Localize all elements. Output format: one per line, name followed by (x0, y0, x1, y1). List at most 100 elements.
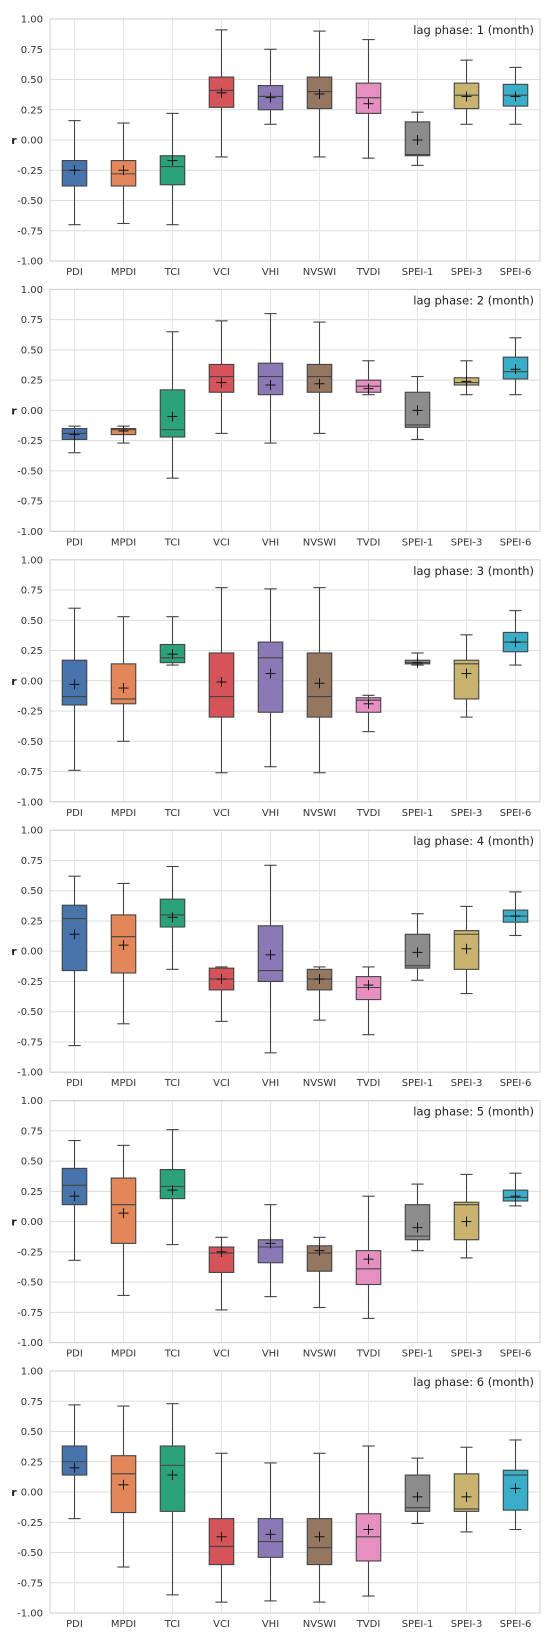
x-tick-label: SPEI-1 (402, 1078, 434, 1089)
x-tick-label: TCI (164, 1349, 180, 1360)
y-tick-label: 0.75 (21, 586, 43, 597)
box-tci (159, 1403, 186, 1596)
plot-frame (49, 1100, 541, 1344)
box-vhi (257, 313, 284, 444)
box-spei-1 (404, 375, 431, 440)
x-tick-label: VCI (213, 537, 230, 548)
box-mpdi (110, 1144, 137, 1296)
y-tick-label: 0.75 (21, 315, 43, 326)
x-tick-label: VCI (213, 1349, 230, 1360)
box-pdi (61, 607, 88, 771)
x-tick-label: SPEI-6 (500, 1619, 532, 1630)
y-tick-label: 0.25 (21, 916, 43, 927)
x-tick-label: MPDI (111, 267, 136, 278)
y-tick-label: -0.75 (17, 497, 43, 508)
x-tick-label: VHI (262, 267, 279, 278)
y-tick-label: 0.25 (21, 646, 43, 657)
box-spei-6 (502, 1172, 529, 1207)
y-tick-label: 0.75 (21, 856, 43, 867)
y-tick-label: -0.25 (17, 1518, 43, 1529)
box-spei-6 (502, 891, 529, 937)
y-axis-label: r (11, 1486, 17, 1499)
y-tick-label: 0.25 (21, 376, 43, 387)
y-tick-label: 0.75 (21, 1397, 43, 1408)
y-tick-label: -0.25 (17, 977, 43, 988)
box-nvswi (306, 321, 333, 434)
x-tick-label: MPDI (111, 1619, 136, 1630)
y-tick-label: 0.50 (21, 75, 43, 86)
box-spei-6 (502, 66, 529, 125)
box-spei-3 (453, 634, 480, 718)
x-tick-label: VCI (213, 267, 230, 278)
plot-frame (49, 829, 541, 1073)
y-tick-label: -1.00 (17, 257, 43, 268)
box-tvdi (355, 1195, 382, 1319)
y-tick-label: 1.00 (21, 1096, 43, 1107)
y-tick-label: 1.00 (21, 1367, 43, 1378)
box-vci (208, 587, 235, 774)
y-tick-label: -0.75 (17, 1037, 43, 1048)
box-tvdi (355, 966, 382, 1036)
box-nvswi (306, 1236, 333, 1309)
y-tick-label: 1.00 (21, 826, 43, 837)
x-tick-label: MPDI (111, 1078, 136, 1089)
iqr-box (404, 1474, 431, 1512)
x-tick-label: VHI (262, 1349, 279, 1360)
x-tick-label: SPEI-3 (451, 1619, 483, 1630)
box-spei-3 (453, 1173, 480, 1259)
box-mpdi (110, 122, 137, 225)
x-tick-label: MPDI (111, 1349, 136, 1360)
plot-frame (49, 18, 541, 262)
y-tick-label: -0.50 (17, 1007, 43, 1018)
y-tick-label: -1.00 (17, 797, 43, 808)
x-tick-label: SPEI-6 (500, 808, 532, 819)
iqr-box (306, 1245, 333, 1272)
box-spei-1 (404, 1457, 431, 1525)
y-tick-label: 0.50 (21, 616, 43, 627)
y-tick-label: -0.25 (17, 166, 43, 177)
y-tick-label: 0.25 (21, 105, 43, 116)
x-tick-label: PDI (66, 1078, 83, 1089)
x-tick-label: NVSWI (303, 1619, 337, 1630)
box-vhi (257, 1204, 284, 1298)
x-tick-label: PDI (66, 267, 83, 278)
box-pdi (61, 1404, 88, 1520)
box-tvdi (355, 360, 382, 396)
y-tick-label: 1.00 (21, 555, 43, 566)
x-tick-label: VHI (262, 537, 279, 548)
x-tick-label: SPEI-3 (451, 1078, 483, 1089)
box-tvdi (355, 39, 382, 159)
x-tick-label: SPEI-1 (402, 808, 434, 819)
y-tick-label: 0.75 (21, 1126, 43, 1137)
y-tick-label: -0.50 (17, 466, 43, 477)
box-spei-1 (404, 652, 431, 668)
y-tick-label: -1.00 (17, 1338, 43, 1349)
box-mpdi (110, 1405, 137, 1568)
y-tick-label: 0.75 (21, 45, 43, 56)
chart-panel: 1.00 0.75 0.50 0.25 0.00 -0.25 -0.50 -0.75 -1.00… (11, 1367, 541, 1630)
y-tick-label: 0.00 (21, 406, 43, 417)
box-vhi (257, 864, 284, 1054)
y-axis-label: r (11, 404, 17, 417)
box-tci (159, 331, 186, 479)
y-axis-label: r (11, 675, 17, 688)
x-tick-label: NVSWI (303, 808, 337, 819)
x-tick-label: VCI (213, 1078, 230, 1089)
x-tick-label: NVSWI (303, 537, 337, 548)
iqr-box (453, 659, 480, 700)
panel-title: lag phase: 2 (month) (413, 293, 534, 307)
box-nvswi (306, 966, 333, 1021)
x-tick-label: VHI (262, 1078, 279, 1089)
box-vci (208, 1236, 235, 1311)
plot-frame (49, 1370, 541, 1614)
iqr-box (208, 652, 235, 718)
panel-title: lag phase: 4 (month) (413, 834, 534, 848)
x-tick-label: TCI (164, 808, 180, 819)
box-mpdi (110, 616, 137, 742)
panel-title: lag phase: 3 (month) (413, 564, 534, 578)
y-axis-label: r (11, 134, 17, 147)
x-tick-label: SPEI-1 (402, 1349, 434, 1360)
chart-panel: 1.00 0.75 0.50 0.25 0.00 -0.25 -0.50 -0.75 -1.00… (11, 826, 541, 1089)
chart-panel: 1.00 0.75 0.50 0.25 0.00 -0.25 -0.50 -0.75 -1.00… (11, 285, 541, 548)
box-spei-1 (404, 913, 431, 981)
